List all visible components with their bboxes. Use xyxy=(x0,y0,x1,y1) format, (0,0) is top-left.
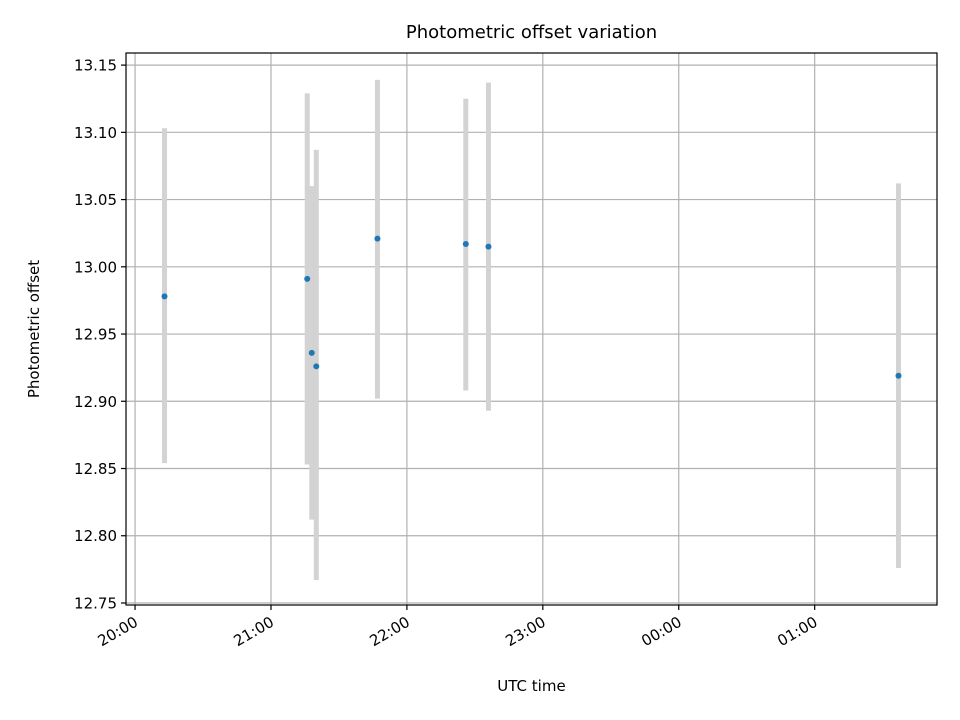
grid xyxy=(126,53,937,605)
y-tick-label: 12.75 xyxy=(74,594,117,612)
y-tick-label: 12.80 xyxy=(74,527,117,545)
y-tick-label: 12.90 xyxy=(74,393,117,411)
plot-frame xyxy=(125,52,938,606)
y-tick-label: 13.05 xyxy=(74,191,117,209)
y-tick-label: 13.10 xyxy=(74,124,117,142)
y-tick-label: 12.85 xyxy=(74,460,117,478)
chart-title: Photometric offset variation xyxy=(406,22,657,43)
plot-area xyxy=(126,53,937,605)
x-axis-label: UTC time xyxy=(497,677,565,695)
data-point xyxy=(313,363,320,370)
data-point xyxy=(485,243,492,250)
y-tick-label: 13.15 xyxy=(74,57,117,75)
data-point xyxy=(374,235,381,242)
data-points xyxy=(161,235,902,379)
y-axis-label: Photometric offset xyxy=(25,260,43,398)
data-point xyxy=(462,240,469,247)
data-point xyxy=(308,349,315,356)
y-tick-label: 13.00 xyxy=(74,258,117,276)
data-point xyxy=(304,275,311,282)
y-axis-ticks: 12.75 12.80 12.85 12.90 12.95 13.00 13.05 13.10… xyxy=(74,57,126,612)
data-point xyxy=(895,372,902,379)
y-tick-label: 12.95 xyxy=(74,326,117,344)
data-point xyxy=(161,293,168,300)
